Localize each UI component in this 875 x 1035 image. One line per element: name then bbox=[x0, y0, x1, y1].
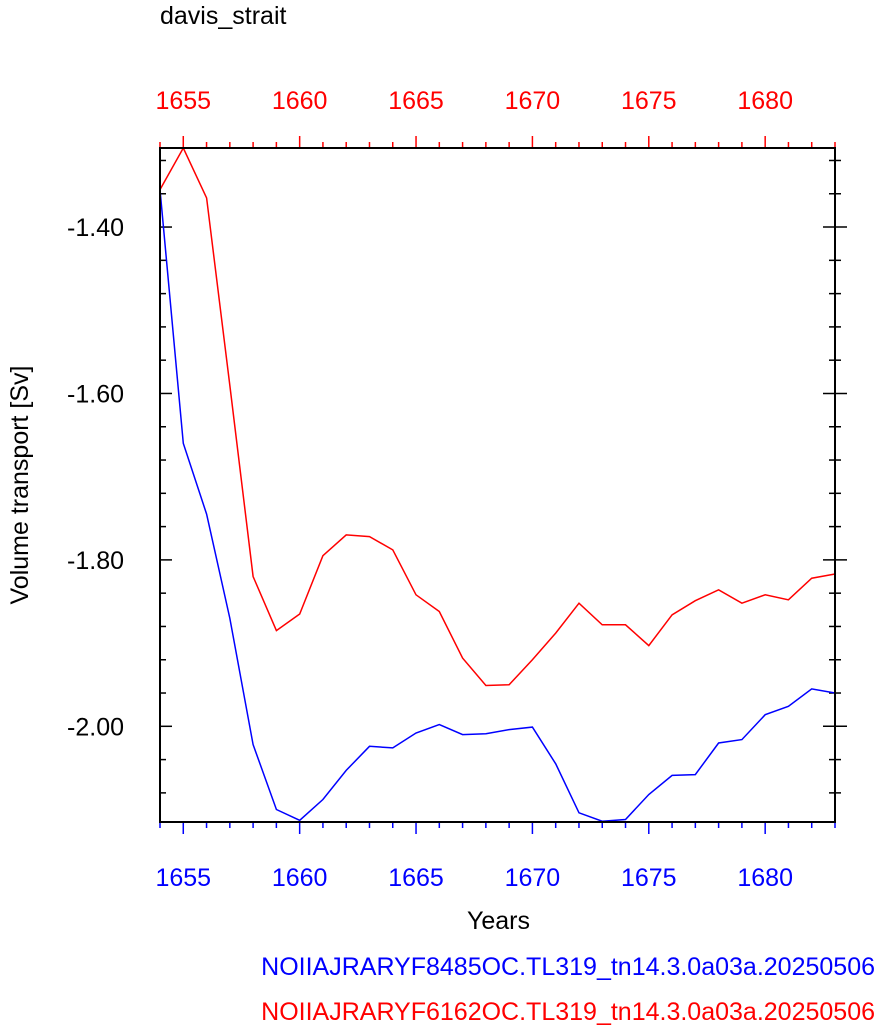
x-tick-label-bottom: 1680 bbox=[737, 864, 793, 892]
x-tick-label-top: 1660 bbox=[272, 87, 328, 115]
x-tick-label-bottom: 1655 bbox=[155, 864, 211, 892]
y-tick-label: -2.00 bbox=[67, 713, 124, 741]
x-tick-label-bottom: 1665 bbox=[388, 864, 444, 892]
x-tick-label-top: 1680 bbox=[737, 87, 793, 115]
y-axis-label: Volume transport [Sv] bbox=[6, 365, 34, 604]
legend-entry-series-2: NOIIAJRARYF6162OC.TL319_tn14.3.0a03a.202… bbox=[261, 998, 875, 1026]
y-tick-label: -1.60 bbox=[67, 380, 124, 408]
y-tick-label: -1.40 bbox=[67, 214, 124, 242]
ticks-layer: 1655 1655 1660 1660 1665 1665 1670 1670 1675 1675… bbox=[67, 87, 847, 892]
lines-layer bbox=[159, 146, 836, 822]
legend-entry-series-1: NOIIAJRARYF8485OC.TL319_tn14.3.0a03a.202… bbox=[261, 953, 875, 981]
plot-frame bbox=[159, 147, 836, 823]
chart-title: davis_strait bbox=[160, 2, 287, 30]
x-tick-label-top: 1665 bbox=[388, 87, 444, 115]
series-line-1 bbox=[159, 189, 836, 822]
x-tick-label-top: 1675 bbox=[621, 87, 677, 115]
x-tick-label-bottom: 1670 bbox=[505, 864, 561, 892]
x-tick-label-top: 1655 bbox=[155, 87, 211, 115]
y-tick-label: -1.80 bbox=[67, 547, 124, 575]
series-line-2 bbox=[159, 146, 836, 687]
x-tick-label-bottom: 1660 bbox=[272, 864, 328, 892]
x-tick-label-top: 1670 bbox=[505, 87, 561, 115]
x-tick-label-bottom: 1675 bbox=[621, 864, 677, 892]
x-axis-label: Years bbox=[467, 907, 530, 935]
